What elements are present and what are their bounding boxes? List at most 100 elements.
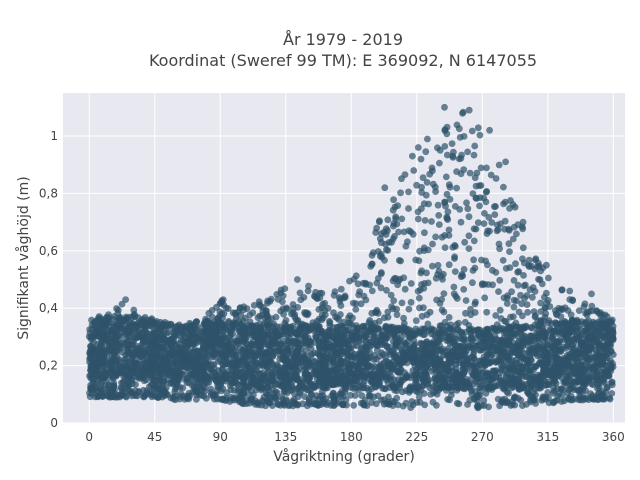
data-point: [519, 244, 527, 252]
data-point: [504, 399, 511, 406]
data-point: [112, 322, 120, 329]
data-point: [473, 362, 481, 370]
data-point: [461, 238, 469, 246]
data-point: [500, 183, 507, 191]
data-point: [463, 347, 470, 355]
data-point: [393, 305, 400, 313]
data-point: [492, 312, 500, 319]
data-point: [398, 215, 406, 223]
data-point: [492, 203, 499, 210]
data-point: [522, 281, 529, 289]
data-point: [449, 154, 457, 161]
data-point: [482, 257, 489, 265]
data-point: [278, 393, 286, 401]
data-point: [227, 328, 234, 335]
data-point: [465, 232, 473, 240]
data-point: [426, 308, 434, 316]
data-point: [384, 216, 392, 224]
data-point: [311, 384, 318, 391]
data-point: [464, 205, 472, 213]
data-point: [443, 130, 451, 138]
data-point: [418, 189, 426, 196]
data-point: [148, 380, 156, 387]
data-point: [114, 306, 122, 314]
data-point: [227, 393, 235, 401]
data-point: [352, 306, 360, 313]
data-point: [321, 299, 329, 307]
data-point: [505, 366, 513, 374]
data-point: [489, 324, 496, 332]
data-point: [406, 333, 414, 341]
data-point: [445, 232, 453, 239]
data-point: [248, 396, 256, 404]
data-point: [541, 293, 548, 301]
data-point: [220, 332, 228, 340]
data-point: [598, 333, 605, 340]
data-point: [326, 322, 334, 329]
data-point: [191, 386, 199, 394]
data-point: [575, 307, 583, 314]
data-point: [225, 334, 233, 341]
data-point: [110, 379, 118, 387]
data-point: [215, 384, 223, 391]
data-point: [167, 379, 175, 387]
data-point: [450, 283, 458, 291]
data-point: [369, 249, 377, 256]
data-point: [296, 389, 304, 397]
data-point: [513, 326, 521, 333]
data-point: [176, 351, 184, 359]
data-point: [208, 323, 216, 331]
data-point: [394, 202, 402, 210]
data-point: [431, 332, 438, 339]
data-point: [383, 324, 391, 332]
data-point: [435, 221, 443, 229]
data-point: [99, 392, 107, 400]
data-point: [120, 318, 127, 326]
data-point: [446, 195, 454, 203]
data-point: [417, 155, 425, 163]
data-point: [375, 317, 383, 325]
chart-title-line-1: År 1979 - 2019: [283, 30, 403, 49]
data-point: [480, 397, 488, 404]
data-point: [513, 297, 520, 305]
data-point: [393, 394, 401, 402]
data-point: [468, 387, 475, 395]
data-point: [462, 309, 469, 317]
data-point: [368, 287, 376, 295]
data-point: [253, 328, 260, 335]
data-point: [459, 109, 466, 117]
data-point: [471, 342, 478, 350]
data-point: [589, 338, 597, 346]
data-point: [537, 308, 545, 315]
data-point: [414, 215, 422, 223]
data-point: [243, 305, 251, 313]
data-point: [265, 341, 273, 349]
data-point: [138, 317, 146, 325]
data-point: [471, 300, 479, 308]
data-point: [259, 356, 267, 363]
data-point: [428, 349, 435, 357]
data-point: [465, 213, 473, 221]
data-point: [450, 148, 457, 156]
data-point: [350, 402, 358, 409]
data-point: [418, 340, 425, 348]
data-point: [362, 338, 370, 346]
data-point: [461, 385, 469, 393]
data-point: [124, 369, 132, 377]
data-point: [280, 400, 288, 408]
data-point: [526, 286, 534, 294]
data-point: [470, 237, 478, 245]
data-point: [385, 400, 393, 408]
data-point: [384, 308, 392, 316]
data-point: [119, 349, 126, 356]
data-point: [421, 217, 429, 224]
data-point: [382, 371, 390, 378]
data-point: [394, 401, 402, 409]
data-point: [381, 385, 388, 392]
data-point: [458, 271, 466, 278]
data-point: [183, 379, 191, 386]
data-point: [201, 366, 209, 373]
data-point: [424, 320, 432, 328]
data-point: [217, 372, 225, 380]
data-point: [415, 294, 423, 302]
